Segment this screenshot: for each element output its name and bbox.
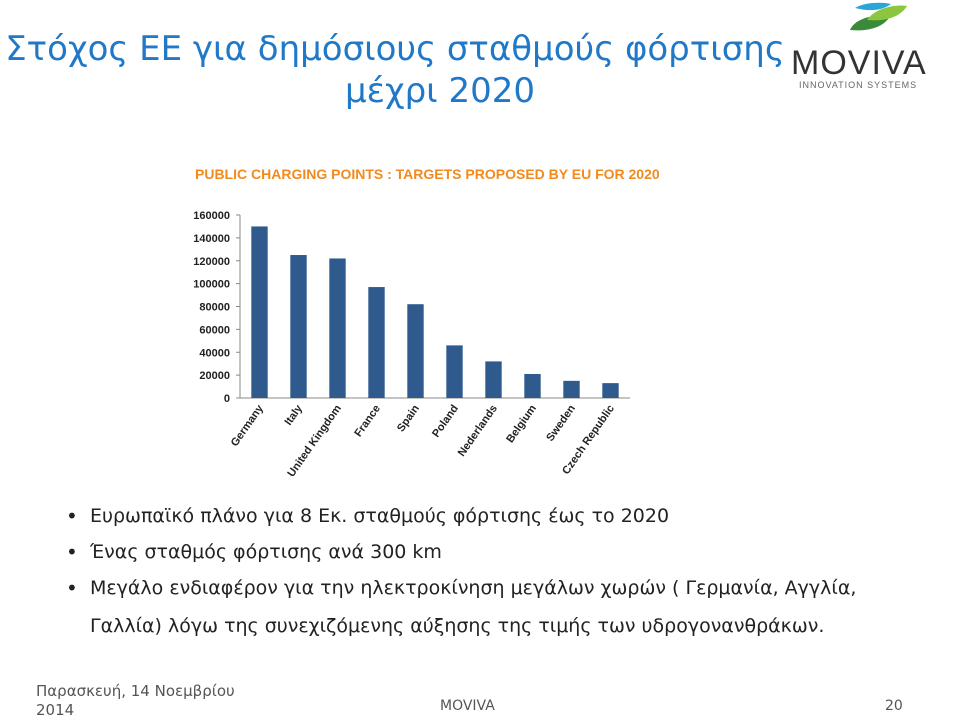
x-tick-label: France bbox=[352, 403, 383, 439]
y-tick-label: 20000 bbox=[199, 370, 230, 382]
bullet-item: • Μεγάλο ενδιαφέρον για την ηλεκτροκίνηση… bbox=[62, 570, 942, 606]
x-tick-label: Germany bbox=[229, 402, 267, 449]
bar-chart-svg: PUBLIC CHARGING POINTS : TARGETS PROPOSE… bbox=[193, 166, 660, 479]
y-tick-label: 80000 bbox=[199, 302, 230, 314]
y-tick-label: 140000 bbox=[193, 233, 230, 245]
footer-date-line2: 2014 bbox=[36, 701, 75, 719]
chart-title: PUBLIC CHARGING POINTS : TARGETS PROPOSE… bbox=[195, 166, 660, 182]
leaf-icon bbox=[850, 2, 907, 31]
page-number: 20 bbox=[885, 698, 903, 714]
logo-tagline-text: INNOVATION SYSTEMS bbox=[799, 80, 917, 90]
bar bbox=[563, 380, 580, 398]
x-tick-label: Nederlands bbox=[456, 403, 500, 459]
bar bbox=[329, 258, 346, 398]
bar bbox=[407, 304, 424, 398]
slide-title-line1: Στόχος ΕΕ για δημόσιους σταθμούς φόρτιση… bbox=[5, 29, 785, 69]
x-tick-label: Poland bbox=[430, 403, 461, 440]
bullet-icon: • bbox=[66, 576, 78, 600]
slide-title: Στόχος ΕΕ για δημόσιους σταθμούς φόρτιση… bbox=[0, 28, 790, 112]
bullet-list: • Ευρωπαϊκό πλάνο για 8 Εκ. σταθμούς φόρτ… bbox=[62, 498, 942, 646]
bullet-icon: • bbox=[66, 540, 78, 564]
bullet-text: Ευρωπαϊκό πλάνο για 8 Εκ. σταθμούς φόρτι… bbox=[90, 505, 670, 527]
bullet-text: Μεγάλο ενδιαφέρον για την ηλεκτροκίνηση … bbox=[90, 577, 857, 599]
moviva-logo: MOVIVA INNOVATION SYSTEMS bbox=[785, 0, 960, 100]
logo-brand-text: MOVIVA bbox=[791, 44, 927, 82]
footer-date: Παρασκευή, 14 Νοεμβρίου 2014 bbox=[36, 682, 236, 720]
x-tick-label: Sweden bbox=[544, 403, 578, 444]
bullet-text: Ένας σταθμός φόρτισης ανά 300 km bbox=[90, 541, 442, 563]
bullet-item: • Ευρωπαϊκό πλάνο για 8 Εκ. σταθμούς φόρτ… bbox=[62, 498, 942, 534]
charging-points-chart: PUBLIC CHARGING POINTS : TARGETS PROPOSE… bbox=[185, 155, 760, 480]
bar bbox=[368, 287, 385, 398]
y-tick-label: 60000 bbox=[199, 324, 230, 336]
bar bbox=[251, 226, 268, 398]
bullet-continuation: Γαλλία) λόγω της συνεχιζόμενης αύξησης τ… bbox=[90, 615, 825, 637]
y-tick-label: 0 bbox=[224, 393, 230, 405]
bar bbox=[485, 361, 502, 398]
bullet-icon: • bbox=[66, 504, 78, 528]
bar bbox=[524, 373, 541, 398]
bar bbox=[602, 383, 619, 398]
slide-title-line2: μέχρι 2020 bbox=[344, 71, 536, 111]
footer-company: MOVIVA bbox=[440, 698, 495, 714]
bar bbox=[446, 345, 463, 398]
bar bbox=[290, 255, 307, 398]
y-tick-label: 100000 bbox=[193, 279, 230, 291]
footer-date-line1: Παρασκευή, 14 Νοεμβρίου bbox=[36, 682, 235, 700]
x-tick-label: Italy bbox=[283, 402, 306, 428]
x-tick-label: Spain bbox=[395, 403, 422, 435]
bullet-item: • Ένας σταθμός φόρτισης ανά 300 km bbox=[62, 534, 942, 570]
y-tick-label: 120000 bbox=[193, 256, 230, 268]
y-tick-label: 40000 bbox=[199, 347, 230, 359]
y-tick-label: 160000 bbox=[193, 210, 230, 222]
moviva-logo-graphic: MOVIVA INNOVATION SYSTEMS bbox=[791, 2, 927, 90]
x-tick-label: Belgium bbox=[504, 403, 539, 446]
